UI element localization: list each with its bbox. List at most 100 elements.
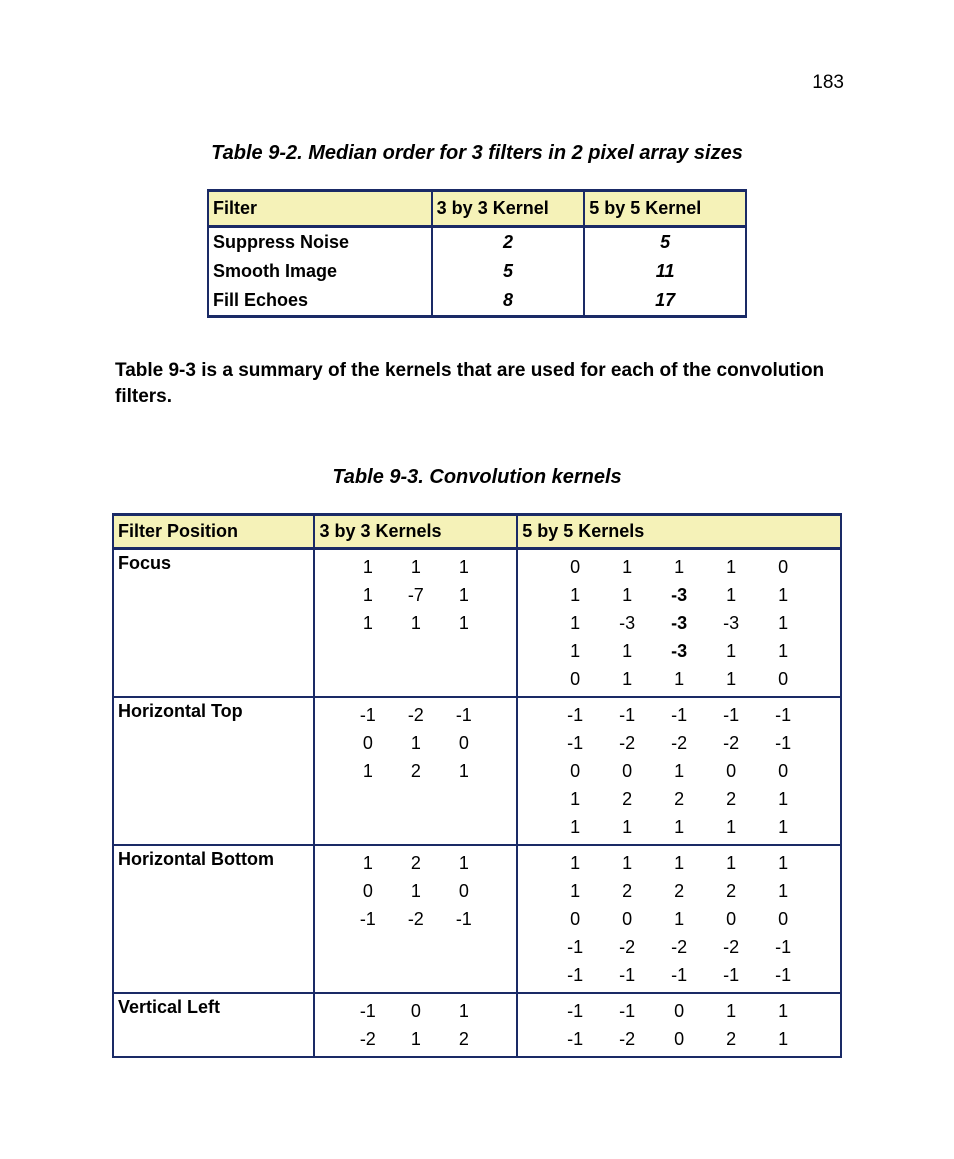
kernel-cell: -2 [653, 729, 705, 757]
value-5x5: 11 [584, 257, 746, 286]
kernel-grid: 1111-71111 [344, 553, 488, 637]
kernel-grid: -1-2-1010121 [344, 701, 488, 785]
kernel-cell: 0 [757, 553, 809, 581]
kernel-cell: -2 [601, 729, 653, 757]
table-9-2: Filter 3 by 3 Kernel 5 by 5 Kernel Suppr… [207, 189, 747, 318]
kernel-3x3: 1111-71111 [314, 549, 517, 698]
table-row: Fill Echoes817 [208, 286, 746, 317]
col-filter: Filter [208, 191, 432, 227]
kernel-cell: -1 [549, 997, 601, 1025]
kernel-cell: 2 [653, 877, 705, 905]
kernel-3x3: -1-2-1010121 [314, 697, 517, 845]
kernel-cell: -1 [549, 701, 601, 729]
table-row: Horizontal Top-1-2-1010121-1-1-1-1-1-1-2… [113, 697, 841, 845]
kernel-cell: 0 [705, 905, 757, 933]
kernel-cell: 1 [344, 609, 392, 637]
kernel-cell: -1 [549, 933, 601, 961]
kernel-cell: -1 [344, 997, 392, 1025]
table-9-2-body: Suppress Noise25Smooth Image511Fill Echo… [208, 227, 746, 317]
kernel-cell: 1 [757, 849, 809, 877]
kernel-cell: 1 [344, 553, 392, 581]
kernel-cell: 1 [549, 849, 601, 877]
kernel-cell: 1 [601, 581, 653, 609]
kernel-cell: 1 [757, 637, 809, 665]
kernel-cell: 2 [705, 877, 757, 905]
kernel-cell: 1 [549, 637, 601, 665]
kernel-cell: -2 [344, 1025, 392, 1053]
kernel-grid: 121010-1-2-1 [344, 849, 488, 933]
kernel-cell: 0 [757, 905, 809, 933]
kernel-cell: 1 [601, 849, 653, 877]
kernel-cell: 0 [757, 757, 809, 785]
kernel-cell: -1 [440, 701, 488, 729]
kernel-cell: -3 [601, 609, 653, 637]
kernel-grid: -101-212 [344, 997, 488, 1053]
kernel-cell: 1 [440, 609, 488, 637]
value-3x3: 5 [432, 257, 585, 286]
filter-name: Suppress Noise [208, 227, 432, 258]
col-5x5: 5 by 5 Kernel [584, 191, 746, 227]
table-row: Vertical Left-101-212-1-1011-1-2021 [113, 993, 841, 1057]
kernel-cell: 2 [601, 785, 653, 813]
kernel-cell: 1 [705, 813, 757, 841]
kernel-cell: 0 [344, 729, 392, 757]
kernel-cell: 0 [653, 1025, 705, 1053]
kernel-grid: 0111011-3111-3-3-3111-31101110 [549, 553, 809, 693]
kernel-cell: 1 [601, 553, 653, 581]
kernel-cell: -1 [344, 701, 392, 729]
kernel-5x5: 0111011-3111-3-3-3111-31101110 [517, 549, 841, 698]
kernel-cell: 1 [549, 813, 601, 841]
kernel-cell: -3 [653, 609, 705, 637]
kernel-cell: 1 [705, 997, 757, 1025]
kernel-cell: -2 [601, 1025, 653, 1053]
kernel-cell: -2 [653, 933, 705, 961]
kernel-cell: 1 [757, 813, 809, 841]
kernel-cell: -1 [440, 905, 488, 933]
kernel-cell: -1 [757, 701, 809, 729]
kernel-cell: 1 [653, 813, 705, 841]
kernel-cell: 1 [757, 877, 809, 905]
kernel-cell: -1 [549, 729, 601, 757]
kernel-cell: 1 [705, 665, 757, 693]
kernel-cell: 1 [440, 849, 488, 877]
filter-name: Fill Echoes [208, 286, 432, 317]
kernel-cell: 1 [601, 813, 653, 841]
kernel-cell: 1 [344, 757, 392, 785]
filter-position-name: Horizontal Top [113, 697, 314, 845]
kernel-cell: 2 [601, 877, 653, 905]
kernel-cell: -1 [705, 701, 757, 729]
kernel-cell: 1 [344, 849, 392, 877]
page-number: 183 [812, 72, 844, 94]
kernel-cell: 1 [705, 637, 757, 665]
kernel-cell: 2 [392, 757, 440, 785]
kernel-cell: 1 [392, 729, 440, 757]
kernel-cell: 0 [653, 997, 705, 1025]
table-row: Horizontal Bottom121010-1-2-111111122210… [113, 845, 841, 993]
kernel-5x5: -1-1-1-1-1-1-2-2-2-1001001222111111 [517, 697, 841, 845]
filter-name: Smooth Image [208, 257, 432, 286]
kernel-cell: -2 [392, 701, 440, 729]
kernel-cell: 2 [392, 849, 440, 877]
kernel-cell: -1 [549, 1025, 601, 1053]
kernel-cell: 1 [392, 877, 440, 905]
kernel-cell: 0 [392, 997, 440, 1025]
kernel-cell: 1 [440, 997, 488, 1025]
value-5x5: 17 [584, 286, 746, 317]
kernel-cell: 0 [601, 757, 653, 785]
kernel-cell: -1 [653, 701, 705, 729]
kernel-cell: -1 [757, 933, 809, 961]
kernel-cell: 2 [440, 1025, 488, 1053]
col-5x5-kernels: 5 by 5 Kernels [517, 515, 841, 549]
table-9-2-caption: Table 9-2. Median order for 3 filters in… [197, 140, 757, 167]
kernel-cell: 1 [392, 553, 440, 581]
kernel-cell: -1 [757, 961, 809, 989]
col-3x3: 3 by 3 Kernel [432, 191, 585, 227]
kernel-cell: 1 [601, 665, 653, 693]
kernel-cell: 1 [705, 553, 757, 581]
kernel-cell: 0 [549, 553, 601, 581]
value-3x3: 8 [432, 286, 585, 317]
kernel-cell: 1 [601, 637, 653, 665]
value-5x5: 5 [584, 227, 746, 258]
kernel-cell: 1 [549, 785, 601, 813]
intertext: Table 9-3 is a summary of the kernels th… [110, 358, 844, 409]
